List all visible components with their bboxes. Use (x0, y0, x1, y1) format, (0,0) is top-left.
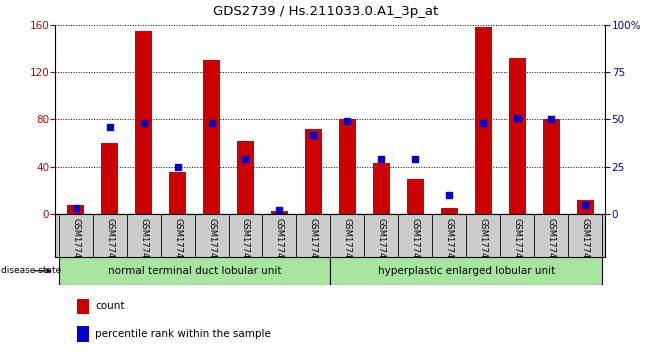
Text: GSM177460: GSM177460 (275, 218, 284, 268)
Bar (475, 27, 492, 214)
Point (240, 156, 251, 162)
Text: GSM177453: GSM177453 (581, 218, 590, 268)
Point (206, 120, 217, 126)
Text: hyperplastic enlarged lobular unit: hyperplastic enlarged lobular unit (378, 266, 555, 276)
Bar (101, 143, 118, 214)
Text: GSM177452: GSM177452 (547, 218, 555, 268)
Bar (373, 163, 390, 214)
Text: GSM177446: GSM177446 (343, 218, 352, 268)
Point (444, 193, 454, 198)
Bar (543, 119, 560, 214)
Text: GSM177455: GSM177455 (105, 218, 114, 268)
Point (139, 120, 149, 126)
Bar (305, 129, 322, 214)
Bar (203, 60, 220, 214)
Bar (508, 58, 525, 214)
Text: GSM177454: GSM177454 (71, 218, 80, 268)
Bar (77, 299, 89, 314)
Point (274, 207, 284, 213)
Point (70, 206, 81, 211)
Bar (67, 205, 84, 214)
Point (104, 124, 115, 130)
Bar (59, 257, 330, 285)
Point (410, 156, 421, 162)
Point (173, 164, 183, 170)
Bar (169, 172, 186, 214)
Point (308, 132, 318, 137)
Bar (330, 257, 602, 285)
Text: GSM177456: GSM177456 (139, 218, 148, 268)
Text: GSM177451: GSM177451 (512, 218, 521, 268)
Text: GSM177459: GSM177459 (241, 218, 250, 268)
Text: percentile rank within the sample: percentile rank within the sample (95, 329, 271, 339)
Point (546, 116, 557, 122)
Point (376, 156, 387, 162)
Point (512, 115, 522, 120)
Bar (271, 211, 288, 214)
Point (342, 119, 353, 124)
Text: GSM177461: GSM177461 (309, 218, 318, 268)
Bar (77, 326, 89, 342)
Point (478, 120, 488, 126)
Point (580, 202, 590, 207)
Text: GSM177449: GSM177449 (445, 218, 454, 268)
Bar (577, 200, 594, 214)
Text: GDS2739 / Hs.211033.0.A1_3p_at: GDS2739 / Hs.211033.0.A1_3p_at (213, 5, 438, 18)
Text: GSM177457: GSM177457 (173, 218, 182, 268)
Text: count: count (95, 301, 124, 312)
Text: GSM177458: GSM177458 (207, 218, 216, 268)
Bar (135, 31, 152, 214)
Bar (407, 179, 424, 214)
Bar (441, 208, 458, 214)
Text: GSM177447: GSM177447 (377, 218, 386, 268)
Text: GSM177448: GSM177448 (411, 218, 420, 268)
Text: normal terminal duct lobular unit: normal terminal duct lobular unit (108, 266, 281, 276)
Text: disease state: disease state (1, 266, 61, 275)
Bar (339, 119, 356, 214)
Text: GSM177450: GSM177450 (478, 218, 488, 268)
Bar (237, 141, 254, 214)
